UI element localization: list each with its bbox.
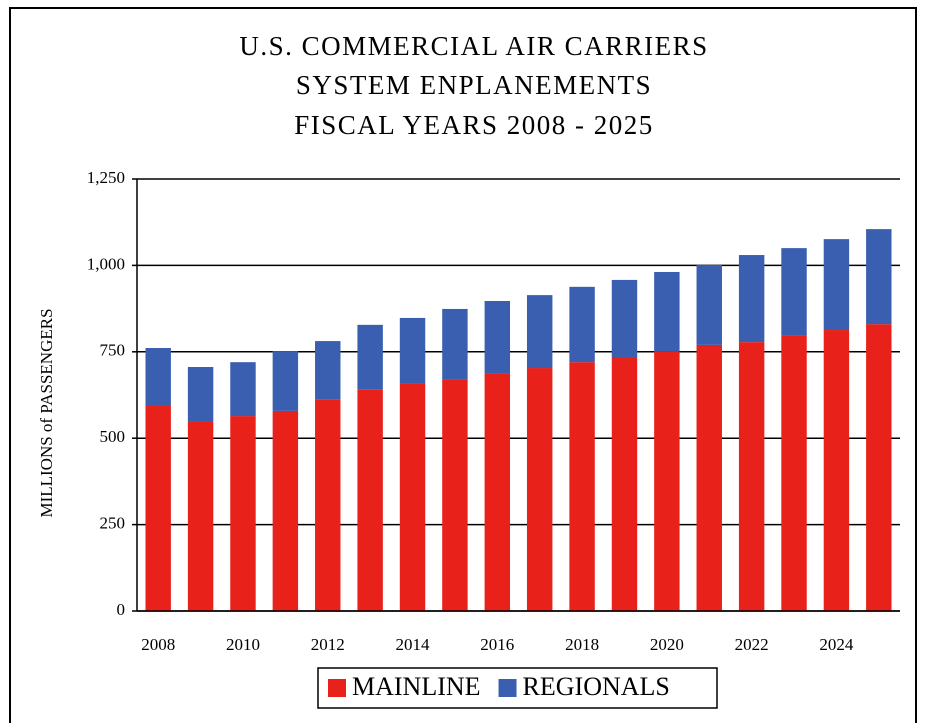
x-tick-label: 2018: [565, 635, 599, 654]
chart-title: U.S. COMMERCIAL AIR CARRIERS: [239, 31, 708, 61]
bar-segment: [315, 341, 341, 400]
bar-segment: [781, 335, 807, 611]
y-tick-label: 0: [117, 600, 126, 619]
legend-label: MAINLINE: [352, 672, 481, 701]
legend: [317, 667, 718, 709]
bar-segment: [315, 399, 341, 611]
bar-segment: [230, 416, 256, 611]
bar-segment: [738, 342, 765, 611]
bar-segment: [272, 351, 299, 411]
x-tick-label: 2010: [226, 635, 260, 654]
bar-segment: [654, 351, 680, 611]
y-tick-label: 250: [100, 514, 126, 533]
bar-segment: [484, 373, 511, 611]
legend-swatch: [498, 679, 517, 697]
x-tick-label: 2014: [396, 635, 431, 654]
bar-segment: [357, 324, 383, 390]
bar-segment: [823, 330, 850, 611]
chart-title: SYSTEM ENPLANEMENTS: [296, 70, 652, 100]
bar-segment: [866, 324, 892, 611]
bar-segment: [569, 286, 595, 363]
x-tick-label: 2008: [141, 635, 175, 654]
x-tick-label: 2016: [480, 635, 514, 654]
bar-segment: [781, 248, 807, 336]
bar-segment: [526, 295, 553, 369]
bar-segment: [823, 239, 850, 331]
bar-segment: [399, 317, 426, 384]
bar-segment: [187, 367, 214, 422]
bar-segment: [145, 347, 171, 406]
y-tick-label: 750: [100, 341, 126, 360]
y-axis-label: MILLIONS of PASSENGERS: [37, 308, 56, 517]
x-tick-label: 2022: [735, 635, 769, 654]
bar-segment: [230, 362, 256, 417]
frame: [9, 7, 917, 723]
bar-segment: [696, 265, 722, 345]
x-tick-label: 2012: [311, 635, 345, 654]
bar-segment: [399, 383, 426, 611]
bar-segment: [526, 368, 553, 611]
x-tick-label: 2020: [650, 635, 684, 654]
bar-segment: [442, 308, 468, 380]
x-tick-label: 2024: [819, 635, 854, 654]
bar-segment: [442, 379, 468, 611]
bar-segment: [357, 389, 383, 611]
bar-segment: [738, 255, 765, 343]
bar-segment: [145, 405, 171, 611]
bar-segment: [569, 362, 595, 611]
bar-segment: [611, 279, 638, 357]
bar-segment: [866, 229, 892, 325]
legend-label: REGIONALS: [523, 672, 670, 701]
bar-segment: [272, 410, 299, 611]
y-tick-label: 1,250: [87, 168, 125, 187]
chart-title: FISCAL YEARS 2008 - 2025: [294, 110, 654, 140]
y-tick-label: 1,000: [87, 254, 125, 273]
bar-segment: [484, 300, 511, 374]
y-tick-label: 500: [100, 427, 126, 446]
legend-swatch: [328, 679, 346, 697]
bar-segment: [611, 356, 638, 611]
bar-segment: [654, 271, 680, 352]
bar-segment: [696, 344, 722, 611]
bar-segment: [187, 421, 214, 611]
